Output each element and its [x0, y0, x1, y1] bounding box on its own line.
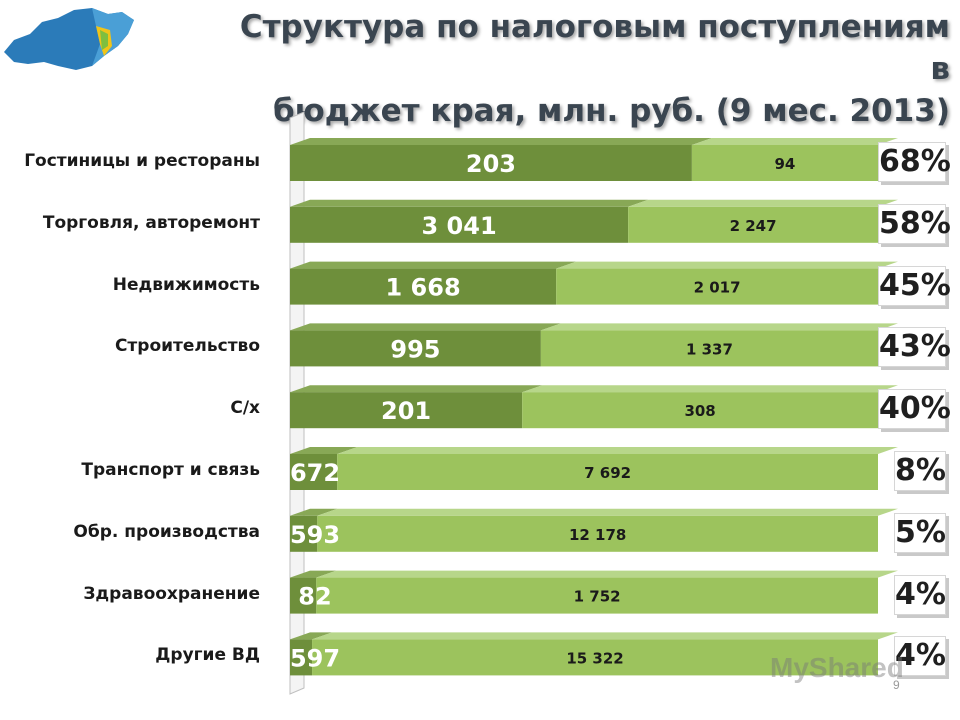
percent-label: 8%: [894, 451, 946, 491]
category-label: Недвижимость: [112, 274, 260, 295]
watermark-text: MyShared: [770, 652, 904, 683]
percent-label: 43%: [878, 327, 951, 368]
value-label-light: 15 322: [566, 649, 623, 667]
value-label-light: 1 752: [574, 588, 621, 606]
value-label-dark: 203: [466, 150, 516, 178]
category-label: С/х: [230, 398, 260, 419]
bar-top-light: [317, 508, 898, 516]
bar-segment-dark: [290, 392, 523, 429]
bar-top-dark: [290, 508, 338, 516]
bar-top-light: [556, 261, 898, 269]
percent-label: 68%: [878, 142, 951, 182]
value-label-light: 94: [775, 155, 796, 173]
value-label-dark: 201: [381, 397, 431, 425]
page-number: 9: [893, 678, 900, 692]
bar-top-dark: [290, 632, 333, 640]
category-label: Торговля, авторемонт: [42, 212, 260, 233]
bar-segment-light: [540, 330, 878, 367]
bar-segment-light: [522, 392, 878, 429]
russia-map-logo: [4, 8, 134, 70]
bar-top-dark: [290, 323, 561, 331]
bar-segment-dark: [290, 145, 692, 181]
value-label-light: 12 178: [569, 526, 626, 544]
value-label-light: 2 017: [694, 279, 741, 297]
category-label: Другие ВД: [155, 645, 260, 666]
bar-segment-dark: [290, 206, 629, 243]
value-label-light: 2 247: [730, 217, 777, 235]
bar-top-dark: [290, 261, 577, 269]
value-label-dark: 1 668: [385, 274, 460, 302]
bar-segment-light: [337, 454, 879, 490]
bar-top-light: [540, 323, 898, 331]
value-label-dark: 597: [290, 644, 340, 672]
bar-top-light: [691, 138, 898, 145]
bar-segment-dark: [290, 330, 541, 367]
bar-segment-dark: [290, 268, 557, 305]
category-label: Здравоохранение: [83, 583, 260, 604]
bar-segment-dark: [290, 639, 313, 676]
bar-segment-light: [317, 515, 878, 552]
bar-segment-light: [312, 639, 878, 676]
bar-top-dark: [290, 385, 543, 393]
value-label-light: 1 337: [686, 340, 733, 358]
bar-segment-light: [316, 577, 879, 614]
bar-top-dark: [290, 447, 358, 454]
percent-label: 40%: [878, 389, 951, 430]
value-label-dark: 3 041: [421, 212, 496, 240]
title-line-1: Структура по налоговым поступлениям в: [239, 9, 950, 87]
value-label-dark: 672: [290, 459, 340, 487]
percent-label: 45%: [878, 265, 951, 306]
percent-label: 58%: [878, 203, 951, 244]
percent-label: 4%: [894, 574, 946, 615]
bar-top-dark: [290, 570, 337, 578]
bar-segment-dark: [290, 515, 318, 552]
value-label-dark: 995: [390, 335, 440, 363]
bar-top-light: [628, 199, 898, 207]
bar-segment-light: [691, 145, 878, 181]
percent-label: 4%: [894, 636, 946, 677]
value-label-dark: 82: [298, 583, 331, 611]
category-label: Обр. производства: [73, 521, 260, 542]
value-label-light: 7 692: [584, 464, 631, 482]
bar-top-light: [312, 632, 898, 640]
category-label: Гостиницы и рестораны: [24, 151, 260, 171]
bar-top-dark: [290, 199, 649, 207]
category-label: Транспорт и связь: [81, 460, 260, 480]
value-label-light: 308: [684, 402, 715, 420]
value-label-dark: 593: [290, 521, 340, 549]
bar-segment-light: [628, 206, 878, 243]
percent-label: 5%: [894, 512, 946, 553]
category-label: Строительство: [114, 336, 260, 357]
bar-segment-dark: [290, 454, 338, 490]
title-line-2: бюджет края, млн. руб. (9 мес. 2013): [272, 93, 950, 129]
bar-top-light: [337, 447, 899, 454]
bar-top-light: [522, 385, 898, 393]
bar-top-dark: [290, 138, 712, 145]
bar-segment-light: [556, 268, 878, 305]
bar-top-light: [316, 570, 899, 578]
chart-title: Структура по налоговым поступлениям в бю…: [230, 6, 950, 132]
bar-segment-dark: [290, 577, 317, 614]
